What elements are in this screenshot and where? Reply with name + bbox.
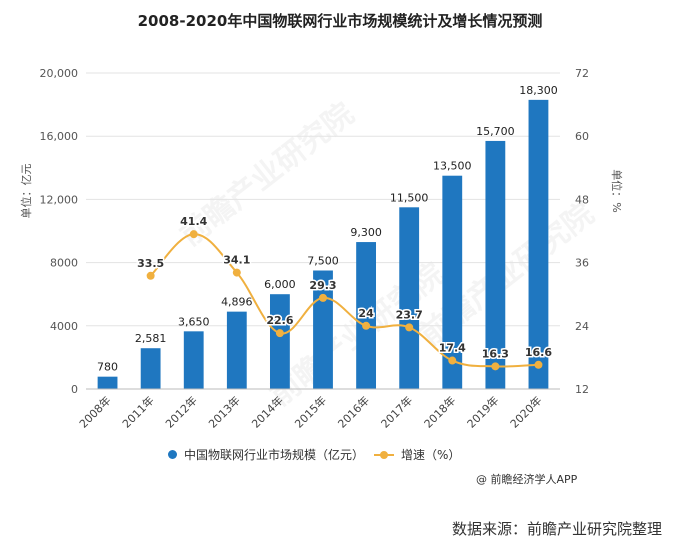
y-tick-label: 20,000 xyxy=(40,67,79,80)
y-tick-label: 4000 xyxy=(50,320,78,333)
growth-value-label: 22.6 xyxy=(266,314,293,327)
growth-point xyxy=(189,230,198,239)
growth-point xyxy=(319,293,327,302)
legend-bar-swatch xyxy=(168,450,177,459)
bar-value-label: 6,000 xyxy=(264,278,296,291)
y-tick-label: 8000 xyxy=(50,257,78,270)
growth-point xyxy=(491,362,500,371)
growth-line xyxy=(149,233,539,368)
bar xyxy=(485,140,506,389)
bar xyxy=(442,175,463,389)
x-tick-label: 2008年 xyxy=(76,393,113,430)
legend-line-label: 增速（%） xyxy=(401,448,461,462)
bar xyxy=(356,242,377,389)
legend-line-item: 增速（%） xyxy=(374,446,460,463)
chart-title: 2008-2020年中国物联网行业市场规模统计及增长情况预测 xyxy=(137,12,543,30)
legend-bar-label: 中国物联网行业市场规模（亿元） xyxy=(184,448,365,462)
legend: 中国物联网行业市场规模（亿元） 增速（%） xyxy=(0,446,680,466)
bar-value-label: 13,500 xyxy=(433,160,472,173)
growth-value-label: 29.3 xyxy=(309,279,336,292)
x-tick-label: 2012年 xyxy=(162,393,199,430)
bar-value-label: 780 xyxy=(97,361,118,374)
growth-point xyxy=(275,329,284,338)
growth-value-label: 16.6 xyxy=(525,346,552,359)
x-tick-label: 2016年 xyxy=(335,393,372,430)
growth-value-label: 24 xyxy=(358,307,374,320)
source-text: 数据来源：前瞻产业研究院整理 xyxy=(451,520,662,538)
y2-tick-label: 12 xyxy=(575,383,589,396)
x-tick-label: 2015年 xyxy=(292,393,329,430)
x-tick-label: 2020年 xyxy=(507,393,544,430)
y2-tick-label: 36 xyxy=(575,257,589,270)
bar xyxy=(528,99,549,390)
y2-tick-label: 72 xyxy=(575,67,589,80)
y2-tick-label: 48 xyxy=(575,193,589,206)
x-tick-label: 2018年 xyxy=(421,393,458,430)
bar xyxy=(140,348,161,389)
bar-value-label: 4,896 xyxy=(221,296,253,309)
chart-svg: 0 12 4000 24 8000 36 12,000 48 16,000 60 20,000 72 单… xyxy=(19,67,624,431)
credit-text: @ 前瞻经济学人APP xyxy=(476,473,578,486)
growth-point xyxy=(534,360,543,369)
x-tick-label: 2017年 xyxy=(378,393,415,430)
y-tick-label: 16,000 xyxy=(40,130,79,143)
bar xyxy=(399,207,420,389)
x-tick-label: 2013年 xyxy=(205,393,242,430)
bar-value-label: 11,500 xyxy=(390,191,429,204)
y2-tick-label: 24 xyxy=(575,320,589,333)
growth-point xyxy=(232,268,241,277)
growth-value-label: 23.7 xyxy=(396,308,423,321)
y-tick-label: 12,000 xyxy=(40,193,79,206)
legend-bar-item: 中国物联网行业市场规模（亿元） xyxy=(168,446,364,463)
bar xyxy=(226,311,247,389)
growth-point xyxy=(405,323,414,332)
y2-axis-title: 单位：% xyxy=(610,169,624,212)
bar-value-label: 3,650 xyxy=(178,315,210,328)
y2-tick-label: 60 xyxy=(575,130,589,143)
growth-value-label: 33.5 xyxy=(137,257,164,270)
y-axis-title: 单位：亿元 xyxy=(19,164,33,219)
x-tick-label: 2011年 xyxy=(119,393,156,430)
bar-value-label: 2,581 xyxy=(135,332,167,345)
growth-point xyxy=(448,356,457,365)
growth-value-label: 41.4 xyxy=(180,215,207,228)
bar-value-label: 9,300 xyxy=(350,226,382,239)
bar-value-label: 15,700 xyxy=(476,125,515,138)
x-tick-label: 2014年 xyxy=(249,393,286,430)
x-tick-label: 2019年 xyxy=(464,393,501,430)
growth-point xyxy=(362,321,371,330)
growth-point xyxy=(146,271,155,280)
bar-value-label: 7,500 xyxy=(307,255,339,268)
growth-value-label: 16.3 xyxy=(482,347,509,360)
y-tick-label: 0 xyxy=(71,383,78,396)
bar-value-label: 18,300 xyxy=(519,84,558,97)
bar xyxy=(183,331,204,389)
legend-line-swatch xyxy=(374,450,394,459)
bar xyxy=(269,294,290,389)
growth-value-label: 34.1 xyxy=(223,254,250,267)
growth-value-label: 17.4 xyxy=(439,342,466,355)
bar xyxy=(97,376,118,389)
